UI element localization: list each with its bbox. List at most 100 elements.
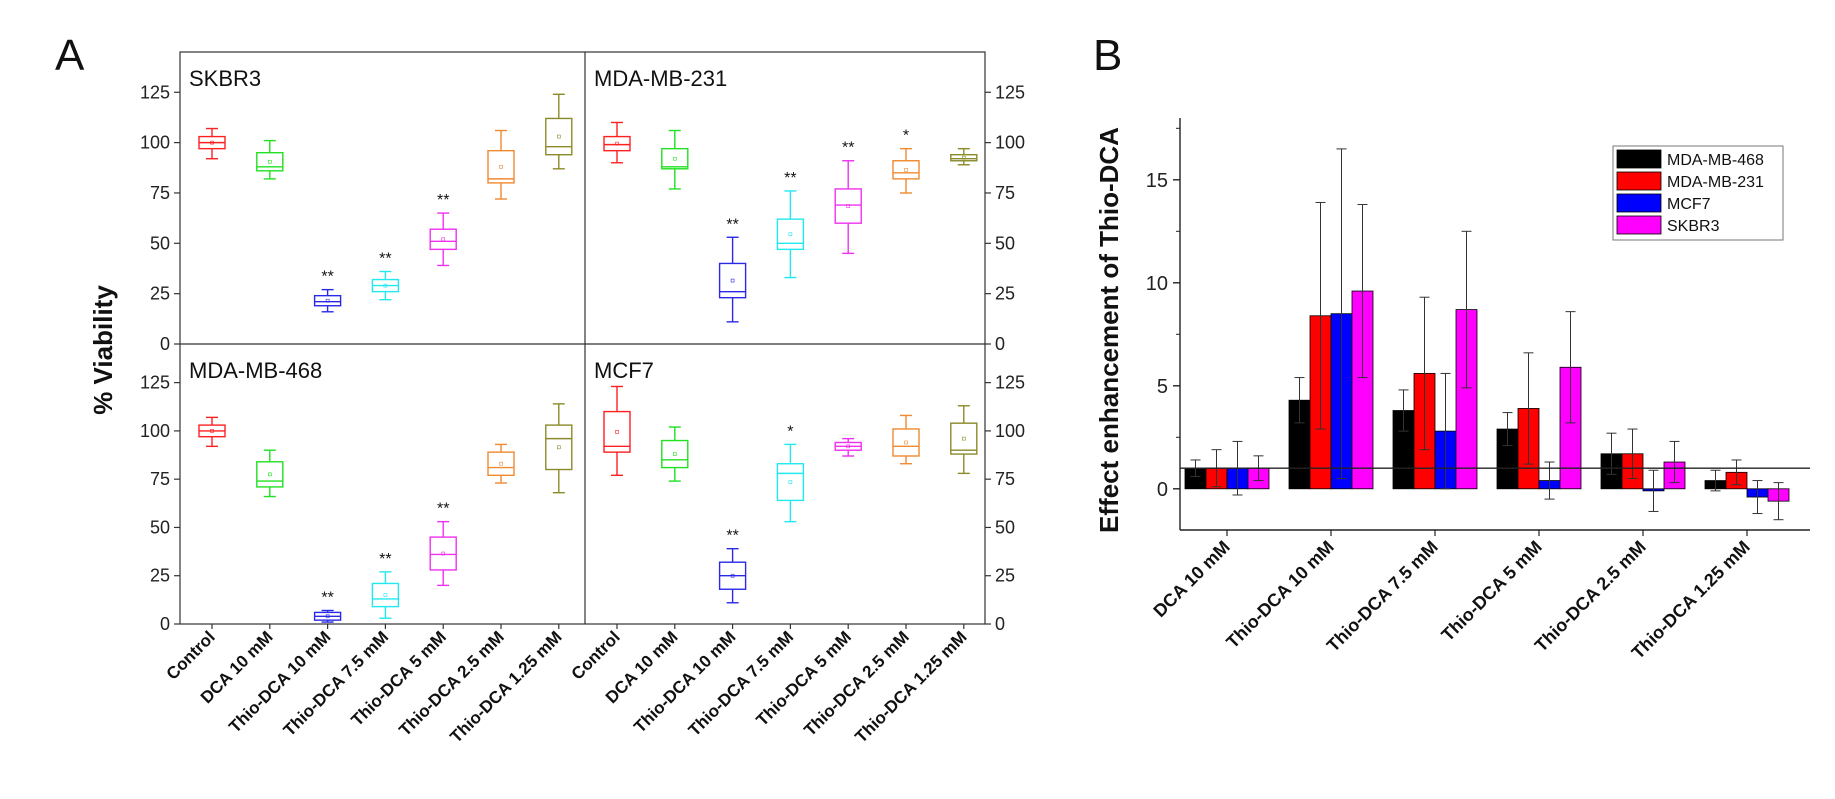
x-category-label: Thio-DCA 2.5 mM [395,627,507,739]
mean-marker [441,551,446,556]
significance-marker: * [787,423,793,440]
y-tick-label-left: 0 [160,614,170,634]
legend-label-skbr3: SKBR3 [1667,218,1720,235]
box-mda-mb-231-1 [661,129,689,190]
x-category-label: Thio-DCA 1.25 mM [446,627,565,746]
panel-letter-b: B [1093,31,1122,80]
mean-marker [904,168,908,172]
box-mda-mb-468-1 [256,449,284,498]
box-mda-mb-468-6 [545,403,573,494]
box-mda-mb-231-3: ** [776,170,805,279]
mean-marker [846,204,851,208]
y-tick-label-left: 25 [150,566,170,586]
panel-title-mda-mb-231: MDA-MB-231 [594,66,727,91]
mean-marker [210,140,214,145]
y-tick-label-left: 50 [150,233,170,253]
box-skbr3-4: ** [429,192,457,267]
iqr-box [718,262,747,299]
mean-marker [210,429,214,433]
iqr-box [545,117,573,156]
x-category-label: Thio-DCA 10 mM [225,627,334,736]
box-skbr3-5 [487,129,515,200]
x-category-label: Thio-DCA 10 mM [1222,537,1338,653]
iqr-box [892,160,920,180]
box-mda-mb-468-5 [487,443,515,484]
iqr-box [776,463,805,502]
y-tick-label-right: 25 [995,284,1015,304]
box-mda-mb-231-4: ** [834,140,862,255]
mean-marker [556,445,561,450]
significance-marker: ** [321,589,333,606]
box-mda-mb-231-5: * [892,128,920,194]
mean-marker [325,298,330,303]
panel-title-mda-mb-468: MDA-MB-468 [189,358,322,383]
y-tick-label: 10 [1146,273,1168,295]
x-category-label: DCA 10 mM [1149,537,1233,621]
significance-marker: ** [321,269,333,286]
x-category-label: Control [568,627,624,683]
y-tick-label: 5 [1157,376,1168,398]
mean-marker [730,573,735,578]
iqr-box [256,151,284,172]
box-mda-mb-468-3: ** [371,551,400,619]
mean-marker [961,436,966,441]
y-tick-label-left: 75 [150,469,170,489]
box-mda-mb-468-2: ** [313,589,342,623]
significance-marker: * [903,128,909,145]
y-tick-label-right: 50 [995,233,1015,253]
y-tick-label-left: 75 [150,183,170,203]
legend-swatch-mcf7 [1616,193,1662,213]
significance-marker: ** [379,551,391,568]
iqr-box [776,218,805,251]
y-tick-label-left: 125 [140,373,170,393]
box-mcf7-4 [834,437,862,457]
iqr-box [429,228,457,251]
mean-marker [788,232,793,237]
box-mda-mb-231-2: ** [718,216,747,323]
iqr-box [487,149,515,184]
significance-marker: ** [437,192,449,209]
x-category-label: Thio-DCA 5 mM [1437,537,1545,645]
mean-marker [788,480,793,484]
y-tick-label-right: 100 [995,421,1025,441]
iqr-box [371,582,400,608]
y-tick-label-left: 25 [150,284,170,304]
y-tick-label-right: 0 [995,614,1005,634]
legend-swatch-mda-mb-468 [1616,149,1662,169]
y-tick-label: 15 [1146,170,1168,192]
mean-marker [730,278,735,283]
significance-marker: ** [726,528,738,545]
iqr-box [661,439,689,469]
mean-marker [441,237,446,242]
x-category-label: Control [163,627,219,683]
legend-label-mcf7: MCF7 [1667,196,1711,213]
mean-marker [846,444,851,449]
mean-marker [615,141,619,146]
x-category-label: Thio-DCA 7.5 mM [280,627,392,739]
box-mcf7-0 [603,385,631,477]
legend-swatch-mda-mb-231 [1616,171,1662,191]
significance-marker: ** [437,501,449,518]
y-tick-label-left: 125 [140,82,170,102]
box-mcf7-2: ** [718,528,747,604]
mean-marker [556,134,561,139]
x-category-label: Thio-DCA 1.25 mM [851,627,970,746]
mean-marker [672,452,677,456]
box-mcf7-1 [661,426,689,482]
x-category-label: Thio-DCA 2.5 mM [800,627,912,739]
mean-marker [383,283,388,288]
y-tick-label-left: 100 [140,133,170,153]
box-mcf7-5 [892,414,920,465]
y-tick-label-right: 50 [995,517,1015,537]
iqr-box [545,424,573,471]
mean-marker [499,461,503,466]
mean-marker [961,155,966,160]
box-skbr3-2: ** [313,269,342,313]
iqr-box [661,147,689,170]
mean-marker [499,164,503,169]
iqr-box [950,154,978,162]
iqr-box [603,135,631,152]
y-tick-label-right: 125 [995,373,1025,393]
y-tick-label-left: 0 [160,334,170,354]
